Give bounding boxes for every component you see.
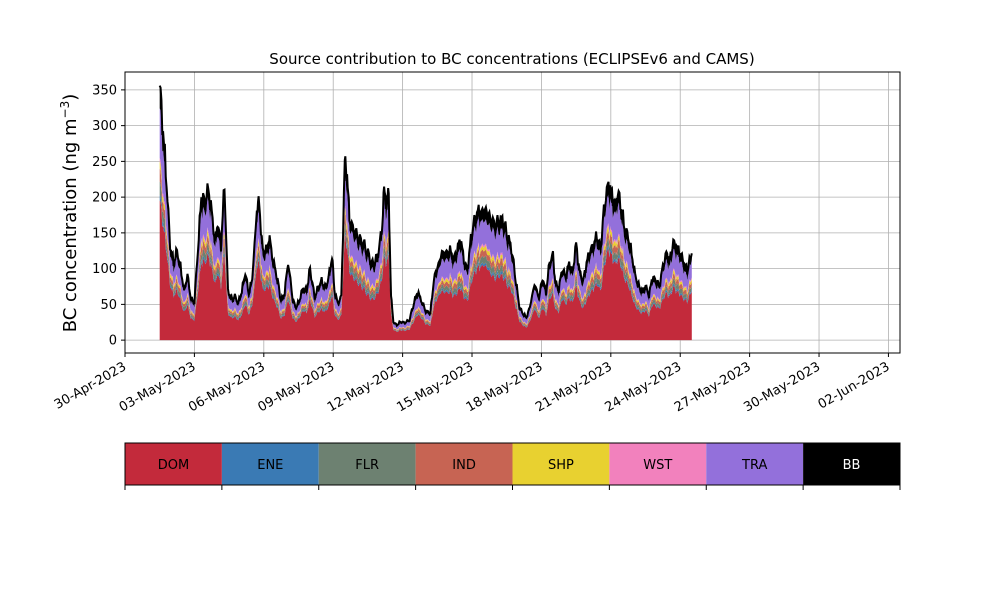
area-dom [159,200,692,341]
y-axis-ticks: 0 50 100 150 200 250 300 350 [92,83,125,349]
legend-colorbar: DOM ENE FLR IND SHP WST TRA BB [124,442,901,490]
legend-swatch-flr [318,443,416,485]
x-tick-label: 15-May-2023 [394,359,476,415]
x-tick-label: 06-May-2023 [186,359,268,415]
y-tick-label: 200 [92,191,117,206]
x-tick-label: 24-May-2023 [603,359,685,415]
y-axis-label: BC concentration (ng m−3) [58,94,81,333]
stacked-areas [159,85,692,341]
legend-label-ene: ENE [257,458,283,473]
legend-label-bb: BB [843,458,861,473]
legend-swatch-ind [415,443,513,485]
chart-title: Source contribution to BC concentrations… [269,50,754,68]
legend-label-ind: IND [452,458,476,473]
x-tick-label: 02-Jun-2023 [816,359,893,412]
legend-swatch-wst [609,443,707,485]
legend-swatch-dom [125,443,222,485]
legend-swatch-bb [803,443,900,485]
legend-swatch-ene [221,443,319,485]
y-tick-label: 150 [92,226,117,241]
y-tick-label: 0 [109,334,117,349]
x-tick-label: 18-May-2023 [464,359,546,415]
plot-area: 0 50 100 150 200 250 300 350 30-Apr-202303-May-… [52,71,901,415]
y-tick-label: 50 [100,298,117,313]
total-line [158,85,693,328]
y-tick-label: 250 [92,155,117,170]
legend-label-dom: DOM [158,458,189,473]
y-tick-label: 100 [92,262,117,277]
legend-label-flr: FLR [355,458,379,473]
x-tick-label: 12-May-2023 [325,359,407,415]
legend-label-wst: WST [643,458,672,473]
x-tick-label: 09-May-2023 [256,359,338,415]
y-tick-label: 300 [92,119,117,134]
y-tick-label: 350 [92,83,117,98]
x-tick-label: 27-May-2023 [672,359,754,415]
legend-label-shp: SHP [548,458,574,473]
plot-frame [124,71,901,354]
legend-swatch-shp [512,443,610,485]
x-tick-label: 03-May-2023 [117,359,199,415]
legend-swatch-tra [706,443,804,485]
legend-label-tra: TRA [741,458,767,473]
x-axis-ticks: 30-Apr-202303-May-202306-May-202309-May-… [52,353,893,415]
x-tick-label: 21-May-2023 [533,359,615,415]
x-tick-label: 30-May-2023 [741,359,823,415]
